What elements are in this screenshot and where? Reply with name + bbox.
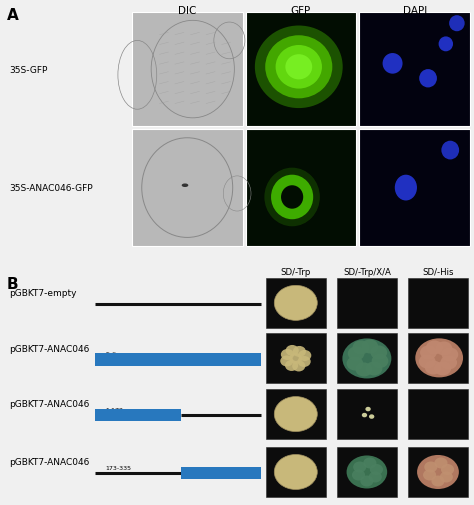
Ellipse shape bbox=[371, 346, 387, 360]
Ellipse shape bbox=[415, 339, 463, 378]
Ellipse shape bbox=[417, 455, 459, 489]
Bar bbox=[337, 278, 397, 328]
Bar bbox=[95, 409, 181, 422]
Ellipse shape bbox=[356, 363, 372, 377]
Ellipse shape bbox=[440, 472, 453, 483]
Text: pGBKT7-ANAC046: pGBKT7-ANAC046 bbox=[9, 457, 90, 466]
Bar bbox=[266, 334, 326, 384]
Text: pGBKT7-ANAC046: pGBKT7-ANAC046 bbox=[9, 344, 90, 353]
Ellipse shape bbox=[286, 345, 299, 356]
Ellipse shape bbox=[363, 458, 376, 469]
Ellipse shape bbox=[289, 354, 302, 364]
Ellipse shape bbox=[285, 360, 298, 371]
Text: SD/-Trp: SD/-Trp bbox=[281, 267, 311, 276]
Ellipse shape bbox=[442, 348, 458, 362]
Bar bbox=[266, 389, 326, 439]
Bar bbox=[408, 278, 468, 328]
Ellipse shape bbox=[342, 339, 392, 379]
Ellipse shape bbox=[449, 16, 465, 32]
Ellipse shape bbox=[434, 458, 447, 469]
Ellipse shape bbox=[431, 476, 445, 486]
Circle shape bbox=[182, 184, 188, 188]
Bar bbox=[266, 278, 326, 328]
Ellipse shape bbox=[441, 141, 459, 160]
Ellipse shape bbox=[352, 470, 365, 481]
Ellipse shape bbox=[419, 70, 437, 88]
Text: DIC: DIC bbox=[178, 7, 196, 16]
Ellipse shape bbox=[425, 361, 442, 375]
Ellipse shape bbox=[281, 349, 294, 360]
Ellipse shape bbox=[346, 357, 363, 371]
Bar bbox=[359, 13, 470, 127]
Ellipse shape bbox=[271, 175, 313, 220]
Bar bbox=[95, 354, 261, 366]
Ellipse shape bbox=[274, 286, 317, 321]
Ellipse shape bbox=[280, 356, 293, 367]
Ellipse shape bbox=[360, 476, 374, 486]
Ellipse shape bbox=[369, 472, 382, 483]
Bar bbox=[132, 13, 243, 127]
Bar bbox=[408, 389, 468, 439]
Bar bbox=[337, 389, 397, 439]
Text: SD/-Trp/X/A: SD/-Trp/X/A bbox=[343, 267, 391, 276]
Ellipse shape bbox=[424, 462, 438, 473]
Ellipse shape bbox=[292, 361, 305, 372]
Ellipse shape bbox=[285, 55, 312, 80]
Ellipse shape bbox=[255, 26, 343, 109]
Ellipse shape bbox=[293, 346, 306, 357]
Ellipse shape bbox=[419, 355, 436, 369]
Ellipse shape bbox=[383, 54, 402, 75]
Ellipse shape bbox=[436, 342, 452, 356]
Text: Full: Full bbox=[106, 351, 117, 357]
Bar bbox=[408, 334, 468, 384]
Ellipse shape bbox=[372, 354, 388, 368]
Ellipse shape bbox=[348, 347, 365, 361]
Ellipse shape bbox=[365, 407, 371, 412]
Ellipse shape bbox=[365, 362, 383, 376]
Ellipse shape bbox=[362, 340, 378, 354]
Ellipse shape bbox=[362, 413, 367, 418]
Ellipse shape bbox=[264, 168, 320, 227]
Bar bbox=[337, 334, 397, 384]
Text: 35S-GFP: 35S-GFP bbox=[9, 66, 48, 74]
Text: A: A bbox=[7, 8, 19, 23]
Bar bbox=[181, 467, 261, 479]
Ellipse shape bbox=[423, 470, 436, 481]
Ellipse shape bbox=[275, 46, 322, 89]
Ellipse shape bbox=[395, 175, 417, 201]
Ellipse shape bbox=[265, 36, 332, 99]
Ellipse shape bbox=[420, 346, 437, 360]
Text: DAPI: DAPI bbox=[402, 7, 427, 16]
Bar bbox=[132, 130, 243, 247]
Ellipse shape bbox=[353, 462, 366, 473]
Bar bbox=[246, 130, 356, 247]
Ellipse shape bbox=[426, 341, 443, 355]
Ellipse shape bbox=[440, 356, 457, 370]
Bar bbox=[246, 13, 356, 127]
Text: SD/-His: SD/-His bbox=[422, 267, 454, 276]
Ellipse shape bbox=[370, 464, 383, 475]
Text: pGBKT7-ANAC046: pGBKT7-ANAC046 bbox=[9, 399, 90, 409]
Text: B: B bbox=[7, 276, 19, 291]
Ellipse shape bbox=[298, 350, 311, 361]
Text: 173-335: 173-335 bbox=[106, 465, 132, 470]
Ellipse shape bbox=[298, 356, 311, 367]
Ellipse shape bbox=[441, 464, 454, 475]
Bar bbox=[266, 447, 326, 497]
Ellipse shape bbox=[346, 456, 387, 488]
Text: 1-172: 1-172 bbox=[106, 407, 124, 412]
Ellipse shape bbox=[369, 415, 374, 419]
Text: pGBKT7-empty: pGBKT7-empty bbox=[9, 288, 77, 297]
Ellipse shape bbox=[274, 454, 317, 489]
Ellipse shape bbox=[353, 341, 369, 355]
Ellipse shape bbox=[438, 37, 453, 52]
Text: GFP: GFP bbox=[291, 7, 311, 16]
Bar bbox=[337, 447, 397, 497]
Text: 35S-ANAC046-GFP: 35S-ANAC046-GFP bbox=[9, 184, 93, 193]
Ellipse shape bbox=[434, 362, 451, 376]
Bar bbox=[408, 447, 468, 497]
Bar bbox=[359, 130, 470, 247]
Ellipse shape bbox=[281, 186, 303, 209]
Ellipse shape bbox=[274, 397, 317, 432]
